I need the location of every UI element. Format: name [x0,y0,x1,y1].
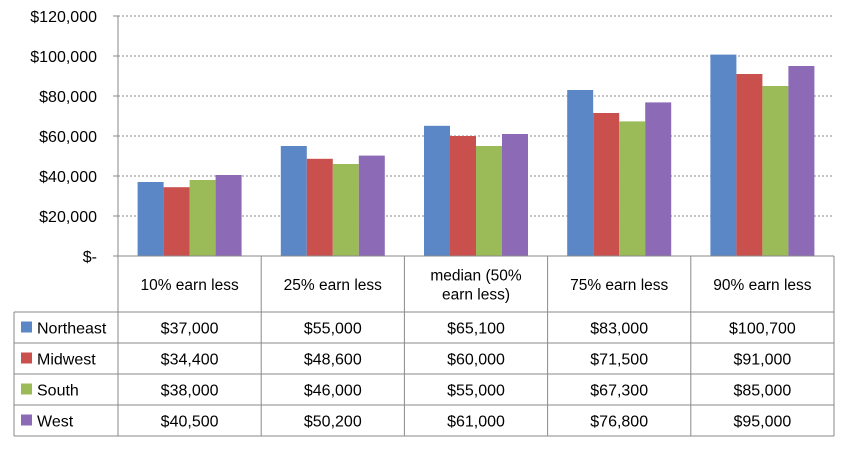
y-tick-label: $20,000 [39,209,97,226]
data-label: $37,000 [161,321,219,338]
y-tick-label: $80,000 [39,89,97,106]
bar-northeast [567,90,594,256]
series-name: South [37,383,79,400]
bar-west [645,102,672,257]
data-label: $34,400 [161,352,219,369]
bar-south [189,180,216,256]
data-label: $60,000 [447,352,505,369]
data-label: $65,100 [447,321,505,338]
bar-midwest [306,158,333,256]
bar-northeast [280,146,307,256]
y-tick-label: $120,000 [30,9,97,26]
bar-south [762,86,789,256]
legend-swatch-midwest [21,352,32,364]
data-label: $55,000 [304,321,362,338]
data-label: $91,000 [733,352,791,369]
bar-northeast [424,125,450,256]
data-label: $83,000 [590,321,648,338]
bar-south [332,164,359,256]
legend-swatch-west [21,414,32,426]
bar-midwest [593,113,620,256]
data-label: $76,800 [590,414,648,431]
y-tick-label: $100,000 [30,49,97,66]
data-label: $67,300 [590,383,648,400]
data-label: $95,000 [733,414,791,431]
data-label: $50,200 [304,414,362,431]
data-label: $71,500 [590,352,648,369]
bar-northeast [710,54,737,256]
bar-south [476,146,502,256]
y-tick-label: $60,000 [39,129,97,146]
category-label: earn less) [442,287,510,304]
bar-midwest [736,74,763,256]
data-label: $61,000 [447,414,505,431]
category-label: 90% earn less [713,277,811,294]
data-label: $100,700 [729,321,796,338]
data-label: $46,000 [304,383,362,400]
bar-west [358,155,385,256]
data-label: $40,500 [161,414,219,431]
bar-west [788,66,815,256]
legend-swatch-northeast [21,321,32,333]
bar-northeast [137,182,164,256]
bar-west [502,134,528,256]
bar-midwest [163,187,190,256]
data-label: $55,000 [447,383,505,400]
bar-west [215,175,242,256]
data-label: $85,000 [733,383,791,400]
category-label: 75% earn less [570,277,668,294]
data-label: $48,600 [304,352,362,369]
data-label: $38,000 [161,383,219,400]
series-name: Midwest [37,352,96,369]
category-label: median (50% [430,268,522,285]
bar-midwest [450,136,476,256]
series-name: Northeast [37,321,107,338]
series-name: West [37,414,74,431]
category-label: 25% earn less [284,277,382,294]
bar-south [619,121,646,257]
y-tick-label: $40,000 [39,169,97,186]
y-tick-label: $- [83,249,97,266]
legend-swatch-south [21,383,32,395]
category-label: 10% earn less [140,277,238,294]
